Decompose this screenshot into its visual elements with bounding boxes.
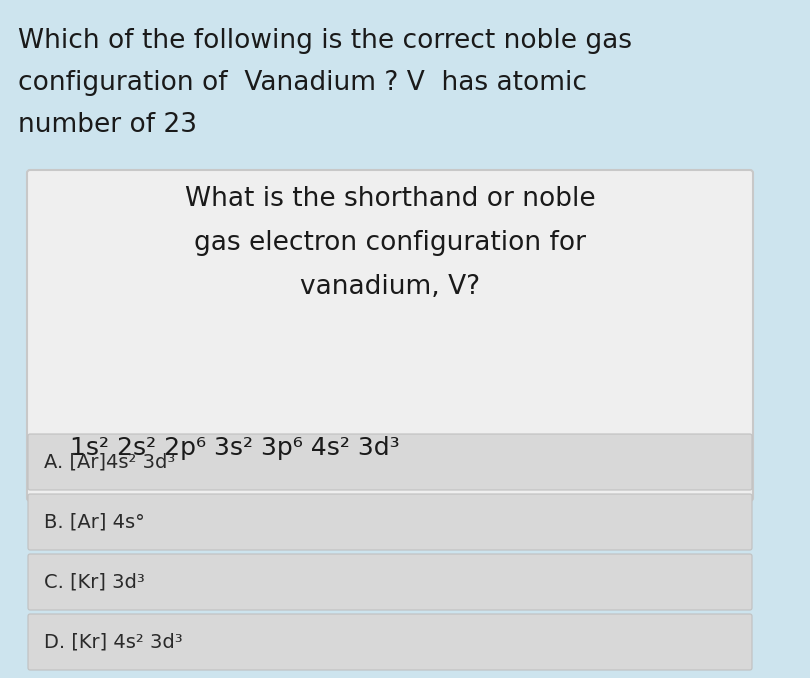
FancyBboxPatch shape (28, 614, 752, 670)
FancyBboxPatch shape (27, 170, 753, 501)
Text: vanadium, V?: vanadium, V? (300, 274, 480, 300)
Text: gas electron configuration for: gas electron configuration for (194, 230, 586, 256)
Text: A. [Ar]4s² 3d³: A. [Ar]4s² 3d³ (44, 452, 175, 471)
Text: number of 23: number of 23 (18, 112, 197, 138)
Text: D. [Kr] 4s² 3d³: D. [Kr] 4s² 3d³ (44, 633, 182, 652)
Text: Which of the following is the correct noble gas: Which of the following is the correct no… (18, 28, 632, 54)
FancyBboxPatch shape (28, 434, 752, 490)
Text: C. [Kr] 3d³: C. [Kr] 3d³ (44, 572, 145, 591)
Text: What is the shorthand or noble: What is the shorthand or noble (185, 186, 595, 212)
FancyBboxPatch shape (28, 494, 752, 550)
FancyBboxPatch shape (28, 554, 752, 610)
Text: B. [Ar] 4s°: B. [Ar] 4s° (44, 513, 145, 532)
Text: configuration of  Vanadium ? V  has atomic: configuration of Vanadium ? V has atomic (18, 70, 587, 96)
Text: 1s² 2s² 2p⁶ 3s² 3p⁶ 4s² 3d³: 1s² 2s² 2p⁶ 3s² 3p⁶ 4s² 3d³ (70, 436, 399, 460)
